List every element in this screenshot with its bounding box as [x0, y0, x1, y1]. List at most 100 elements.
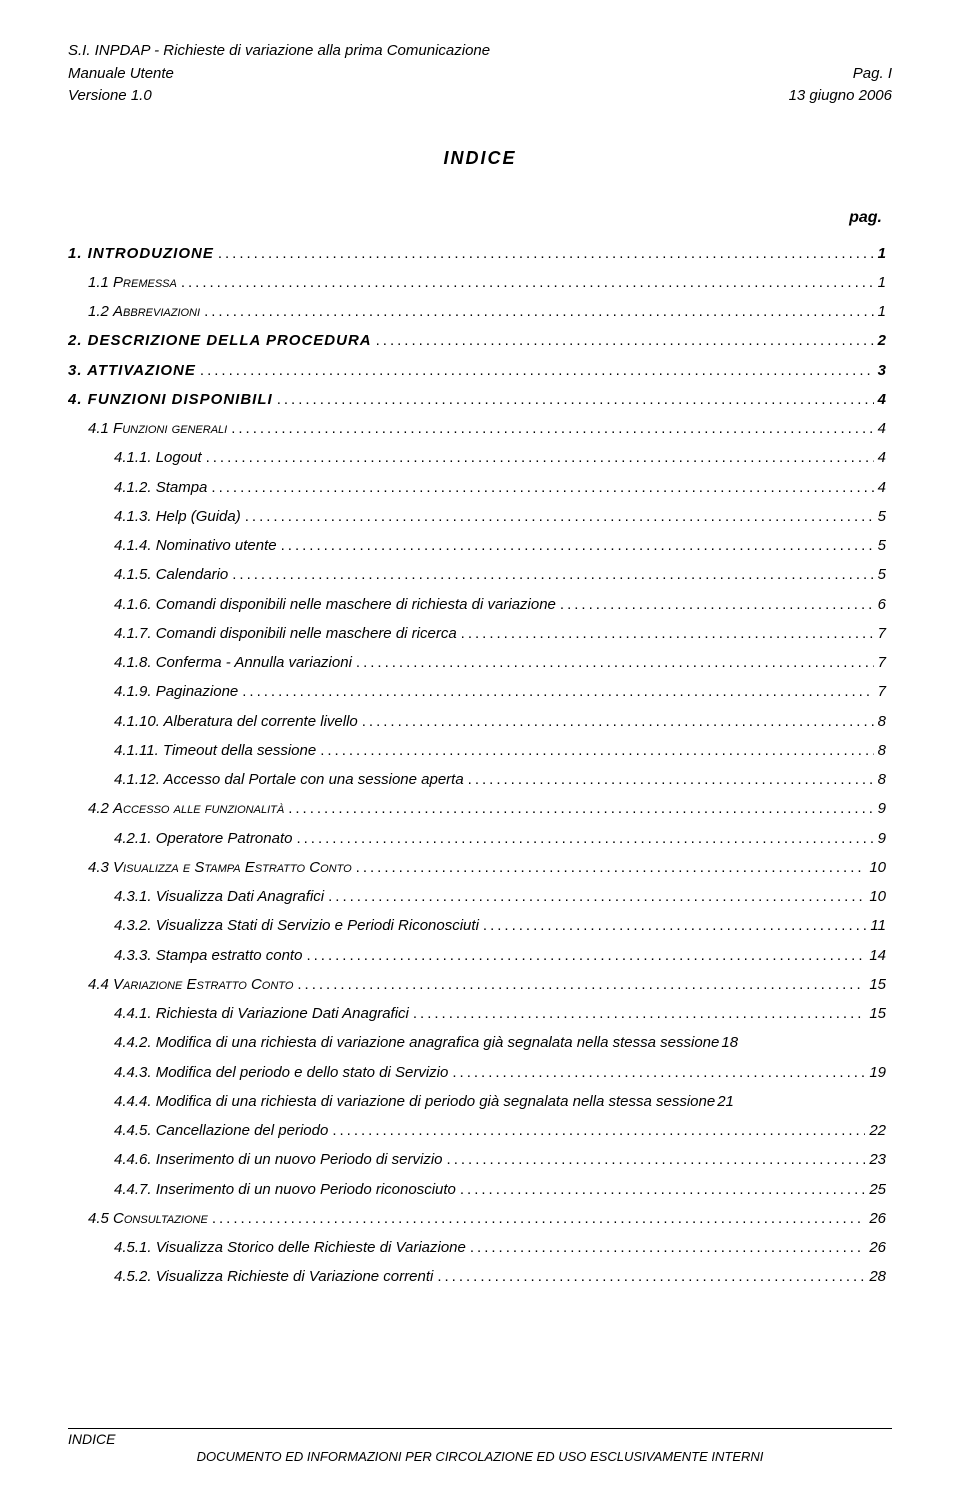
toc-entry-label: 4.1.2. Stampa [114, 473, 207, 502]
toc-leader-dots: ........................................… [452, 1058, 865, 1087]
toc-entry-label: 4.1.11. Timeout della sessione [114, 736, 316, 765]
toc-leader-dots: ........................................… [362, 707, 874, 736]
header-page-label: Pag. I [853, 63, 892, 86]
toc-entry-label: 4.4 Variazione Estratto Conto [88, 970, 293, 999]
toc-entry-label: 4.4.3. Modifica del periodo e dello stat… [114, 1058, 448, 1087]
toc-entry: 1.2 Abbreviazioni.......................… [68, 297, 892, 326]
toc-entry: 4.4.6. Inserimento di un nuovo Periodo d… [68, 1145, 892, 1174]
toc-leader-dots: ........................................… [332, 1116, 865, 1145]
toc-entry-page: 9 [878, 794, 892, 823]
toc-leader-dots: ........................................… [437, 1262, 865, 1291]
toc-entry: 4.5 Consultazione.......................… [68, 1204, 892, 1233]
toc-entry-page: 7 [878, 648, 892, 677]
toc-entry-page: 25 [869, 1175, 892, 1204]
toc-entry: 4.1.8. Conferma - Annulla variazioni....… [68, 648, 892, 677]
toc-entry-label: 4.1.3. Help (Guida) [114, 502, 241, 531]
toc-leader-dots: ........................................… [468, 765, 874, 794]
toc-leader-dots: ........................................… [245, 502, 874, 531]
toc-entry-page: 19 [869, 1058, 892, 1087]
toc-entry-page: 6 [878, 590, 892, 619]
header-date: 13 giugno 2006 [789, 85, 892, 108]
toc-entry-label: 4.5 Consultazione [88, 1204, 208, 1233]
toc-entry-page: 5 [878, 560, 892, 589]
toc-leader-dots: ........................................… [206, 443, 874, 472]
header-version: Versione 1.0 [68, 85, 152, 108]
toc-entry: 4.1.3. Help (Guida).....................… [68, 502, 892, 531]
page-header: S.I. INPDAP - Richieste di variazione al… [68, 40, 892, 108]
toc-entry: 4. FUNZIONI DISPONIBILI.................… [68, 385, 892, 414]
toc-leader-dots: ........................................… [218, 239, 874, 268]
toc-leader-dots: ........................................… [281, 531, 874, 560]
toc-entry: 4.1.6. Comandi disponibili nelle mascher… [68, 590, 892, 619]
toc-leader-dots: ........................................… [211, 473, 873, 502]
toc-entry-label: 4.3 Visualizza e Stampa Estratto Conto [88, 853, 352, 882]
toc-entry-label: 4.4.1. Richiesta di Variazione Dati Anag… [114, 999, 409, 1028]
toc-entry-page: 5 [878, 502, 892, 531]
toc-leader-dots: ........................................… [231, 414, 873, 443]
toc-leader-dots: ........................................… [461, 619, 874, 648]
toc-entry: 4.3 Visualizza e Stampa Estratto Conto..… [68, 853, 892, 882]
toc-entry: 4.1.1. Logout...........................… [68, 443, 892, 472]
document-title: INDICE [68, 148, 892, 169]
toc-entry-page: 8 [878, 707, 892, 736]
toc-entry-page: 11 [870, 911, 892, 940]
toc-entry-page: 10 [869, 853, 892, 882]
toc-entry-label: 4.1.9. Paginazione [114, 677, 238, 706]
toc-entry-label: 3. ATTIVAZIONE [68, 356, 196, 385]
toc-entry: 4.2.1. Operatore Patronato..............… [68, 824, 892, 853]
toc-entry: 4.1.5. Calendario.......................… [68, 560, 892, 589]
toc-entry-label: 4.4.7. Inserimento di un nuovo Periodo r… [114, 1175, 456, 1204]
toc-entry: 4.4.4. Modifica di una richiesta di vari… [68, 1087, 892, 1116]
toc-entry-page: 10 [869, 882, 892, 911]
toc-leader-dots: ........................................… [413, 999, 865, 1028]
toc-entry-page: 4 [878, 473, 892, 502]
toc-entry-label: 4.5.2. Visualizza Richieste di Variazion… [114, 1262, 433, 1291]
toc-entry-page: 7 [878, 619, 892, 648]
toc-entry: 4.4 Variazione Estratto Conto...........… [68, 970, 892, 999]
toc-entry-label: 2. DESCRIZIONE DELLA PROCEDURA [68, 326, 372, 355]
toc-entry-label: 4.1 Funzioni generali [88, 414, 227, 443]
toc-leader-dots: ........................................… [376, 326, 874, 355]
toc-entry-page: 14 [869, 941, 892, 970]
toc-entry: 3. ATTIVAZIONE..........................… [68, 356, 892, 385]
toc-entry-label: 4.1.5. Calendario [114, 560, 228, 589]
footer-left-label: INDICE [68, 1431, 892, 1447]
toc-leader-dots: ........................................… [181, 268, 874, 297]
toc-leader-dots: ........................................… [296, 824, 873, 853]
toc-entry: 4.1.10. Alberatura del corrente livello.… [68, 707, 892, 736]
toc-entry-label: 1.1 Premessa [88, 268, 177, 297]
toc-entry-page: 1 [878, 268, 892, 297]
toc-entry: 4.1.12. Accesso dal Portale con una sess… [68, 765, 892, 794]
toc-entry-page: 23 [869, 1145, 892, 1174]
toc-entry: 4.1.4. Nominativo utente................… [68, 531, 892, 560]
toc-entry-page: 5 [878, 531, 892, 560]
header-line-1: S.I. INPDAP - Richieste di variazione al… [68, 40, 892, 63]
toc-entry-page: 21 [717, 1087, 740, 1116]
toc-entry-label: 4.1.1. Logout [114, 443, 202, 472]
toc-entry-label: 4. FUNZIONI DISPONIBILI [68, 385, 273, 414]
toc-leader-dots: ........................................… [200, 356, 874, 385]
toc-entry: 4.2 Accesso alle funzionalità...........… [68, 794, 892, 823]
toc-entry-page: 8 [878, 736, 892, 765]
toc-entry-label: 4.1.7. Comandi disponibili nelle mascher… [114, 619, 457, 648]
pag-column-label: pag. [68, 209, 892, 227]
toc-entry-label: 4.4.2. Modifica di una richiesta di vari… [114, 1028, 719, 1057]
toc-leader-dots: ........................................… [447, 1145, 866, 1174]
toc-entry-page: 9 [878, 824, 892, 853]
table-of-contents: 1. INTRODUZIONE.........................… [68, 239, 892, 1292]
toc-entry-page: 18 [721, 1028, 744, 1057]
toc-entry: 4.1.7. Comandi disponibili nelle mascher… [68, 619, 892, 648]
toc-entry: 4.3.2. Visualizza Stati di Servizio e Pe… [68, 911, 892, 940]
toc-leader-dots: ........................................… [328, 882, 865, 911]
toc-entry-page: 15 [869, 999, 892, 1028]
toc-leader-dots: ........................................… [470, 1233, 865, 1262]
toc-entry: 4.4.3. Modifica del periodo e dello stat… [68, 1058, 892, 1087]
toc-entry-label: 4.1.8. Conferma - Annulla variazioni [114, 648, 352, 677]
toc-leader-dots: ........................................… [356, 648, 874, 677]
header-doc-title: S.I. INPDAP - Richieste di variazione al… [68, 40, 490, 63]
toc-leader-dots: ........................................… [277, 385, 874, 414]
toc-entry-page: 8 [878, 765, 892, 794]
page-footer: INDICE DOCUMENTO ED INFORMAZIONI PER CIR… [68, 1428, 892, 1464]
header-line-2: Manuale Utente Pag. I [68, 63, 892, 86]
toc-entry-label: 4.3.1. Visualizza Dati Anagrafici [114, 882, 324, 911]
